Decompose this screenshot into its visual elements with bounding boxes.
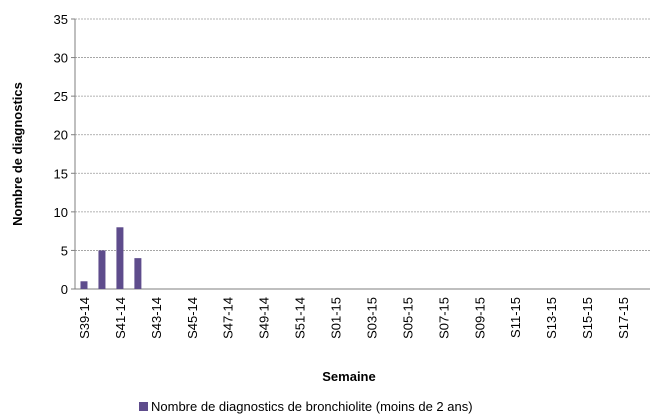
x-tick-label: S01-15 (329, 297, 344, 339)
x-tick-label: S13-15 (544, 297, 559, 339)
y-tick-label: 25 (54, 89, 68, 104)
y-tick-label: 35 (54, 12, 68, 27)
x-tick-label: S45-14 (185, 297, 200, 339)
x-tick-label: S03-15 (364, 297, 379, 339)
y-tick-label: 0 (61, 282, 68, 297)
x-tick-label: S15-15 (580, 297, 595, 339)
x-tick-label: S07-15 (436, 297, 451, 339)
y-tick-label: 30 (54, 51, 68, 66)
legend-swatch (139, 402, 148, 411)
x-tick-label: S39-14 (77, 297, 92, 339)
bar (80, 281, 88, 289)
x-tick-label: S05-15 (400, 297, 415, 339)
x-tick-label: S41-14 (113, 297, 128, 339)
legend-label: Nombre de diagnostics de bronchiolite (m… (151, 399, 473, 414)
y-tick-label: 10 (54, 205, 68, 220)
y-tick-label: 15 (54, 166, 68, 181)
x-tick-label: S49-14 (257, 297, 272, 339)
y-axis-title: Nombre de diagnostics (10, 82, 25, 226)
bar (98, 250, 106, 289)
bar (116, 227, 124, 289)
y-tick-label: 5 (61, 243, 68, 258)
x-tick-label: S11-15 (508, 297, 523, 338)
x-tick-label: S51-14 (293, 297, 308, 339)
x-axis-title: Semaine (322, 369, 375, 384)
bar (134, 258, 142, 289)
x-tick-label: S47-14 (221, 297, 236, 339)
x-tick-label: S43-14 (149, 297, 164, 339)
x-tick-label: S17-15 (616, 297, 631, 339)
y-tick-label: 20 (54, 128, 68, 143)
x-tick-label: S09-15 (472, 297, 487, 339)
